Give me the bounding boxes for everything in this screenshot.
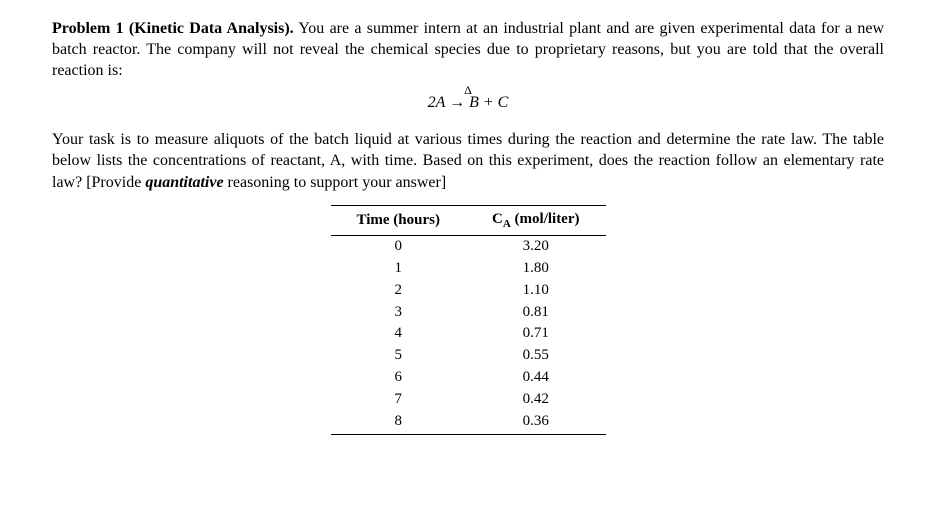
task-text-italic: quantitative <box>145 174 223 191</box>
cell-time: 8 <box>331 411 466 435</box>
equation-heat-symbol: Δ <box>428 84 509 96</box>
cell-conc: 0.42 <box>466 389 606 411</box>
problem-task: Your task is to measure aliquots of the … <box>52 129 884 192</box>
col-header-concentration: CA (mol/liter) <box>466 205 606 236</box>
table-row: 70.42 <box>331 389 606 411</box>
table-row: 40.71 <box>331 323 606 345</box>
cell-time: 1 <box>331 258 466 280</box>
cell-conc: 3.20 <box>466 236 606 258</box>
col2-sub: A <box>503 218 511 230</box>
table-row: 60.44 <box>331 367 606 389</box>
col2-pre: C <box>492 211 503 227</box>
table-row: 30.81 <box>331 302 606 324</box>
table-header-row: Time (hours) CA (mol/liter) <box>331 205 606 236</box>
table-row: 03.20 <box>331 236 606 258</box>
cell-conc: 0.44 <box>466 367 606 389</box>
cell-conc: 0.36 <box>466 411 606 435</box>
cell-conc: 1.80 <box>466 258 606 280</box>
cell-time: 2 <box>331 280 466 302</box>
table-row: 50.55 <box>331 345 606 367</box>
cell-time: 4 <box>331 323 466 345</box>
table-row: 11.80 <box>331 258 606 280</box>
table-row: 21.10 <box>331 280 606 302</box>
reaction-equation: Δ 2A → B + C <box>52 95 884 111</box>
table-row: 80.36 <box>331 411 606 435</box>
cell-time: 3 <box>331 302 466 324</box>
cell-time: 7 <box>331 389 466 411</box>
col2-post: (mol/liter) <box>511 211 580 227</box>
problem-intro: Problem 1 (Kinetic Data Analysis). You a… <box>52 18 884 81</box>
cell-conc: 0.71 <box>466 323 606 345</box>
task-text-after: reasoning to support your answer] <box>224 174 447 191</box>
cell-conc: 0.81 <box>466 302 606 324</box>
cell-conc: 1.10 <box>466 280 606 302</box>
cell-time: 6 <box>331 367 466 389</box>
problem-label: Problem 1 (Kinetic Data Analysis). <box>52 20 294 37</box>
cell-conc: 0.55 <box>466 345 606 367</box>
cell-time: 0 <box>331 236 466 258</box>
data-table: Time (hours) CA (mol/liter) 03.20 11.80 … <box>331 205 606 436</box>
cell-time: 5 <box>331 345 466 367</box>
col-header-time: Time (hours) <box>331 205 466 236</box>
